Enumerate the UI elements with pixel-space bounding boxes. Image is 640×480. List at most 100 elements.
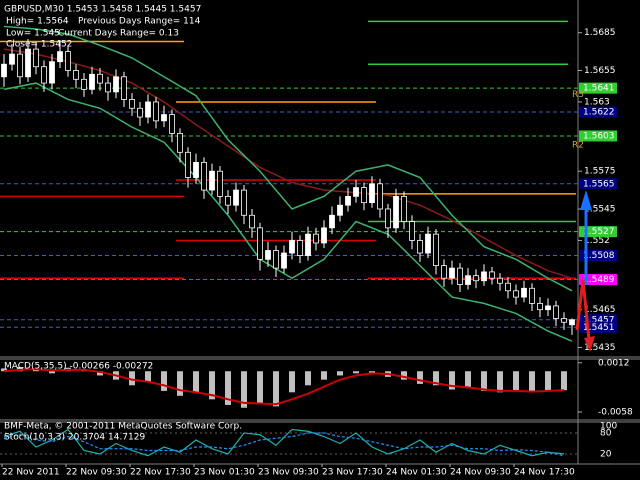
candle-body — [553, 305, 559, 319]
arrow-down — [581, 279, 591, 341]
candle-body — [497, 277, 503, 284]
price-label: 1.5641 — [583, 84, 615, 94]
x-tick-label: 22 Nov 17:30 — [130, 468, 191, 478]
x-tick-label: 23 Nov 17:30 — [322, 468, 383, 478]
macd-bar — [145, 371, 151, 382]
candle-body — [537, 302, 543, 311]
candle-body — [385, 208, 391, 229]
candle-body — [361, 187, 367, 204]
arrow-up-head — [580, 190, 592, 210]
candle-body — [369, 183, 375, 204]
macd-bar — [529, 371, 535, 392]
candle-body — [73, 70, 79, 80]
candle-body — [153, 101, 159, 122]
candle-body — [17, 53, 23, 78]
candle-body — [409, 221, 415, 241]
candle-body — [233, 189, 239, 206]
price-box — [579, 106, 617, 118]
macd-bar — [209, 371, 215, 400]
candle-body — [265, 250, 271, 260]
window-frames — [0, 0, 640, 465]
price-box — [579, 178, 617, 190]
candle-body — [33, 48, 39, 68]
macd-bar — [289, 371, 295, 393]
candle-body — [161, 114, 167, 122]
candle-body — [473, 275, 479, 282]
x-tick-label: 23 Nov 09:30 — [258, 468, 319, 478]
candle-body — [513, 290, 519, 298]
candle-body — [41, 66, 47, 84]
macd-bar — [449, 371, 455, 390]
high: High= 1.5564 — [6, 17, 69, 27]
annotation: R2 — [572, 140, 584, 150]
candle-body — [377, 183, 383, 210]
candle-body — [57, 51, 63, 63]
candle-body — [81, 78, 87, 90]
y-tick-label: 1.5465 — [584, 305, 616, 315]
candle-body — [521, 287, 527, 298]
x-tick-label: 24 Nov 17:30 — [514, 468, 575, 478]
price-label: 1.5457 — [583, 315, 615, 325]
price-label: 1.5489 — [583, 275, 615, 285]
x-tick-label: 24 Nov 01:30 — [386, 468, 447, 478]
indicator-line — [3, 82, 573, 342]
macd-bar — [433, 371, 439, 386]
candle-body — [457, 267, 463, 285]
candle-body — [217, 170, 223, 197]
candle-body — [249, 214, 255, 229]
candle-body — [137, 107, 143, 118]
macd-bar — [241, 371, 247, 408]
price-label: 1.5622 — [583, 108, 615, 118]
macd-bar — [257, 371, 263, 403]
candle-body — [209, 170, 215, 191]
macd-bar — [401, 371, 407, 380]
candle-body — [569, 319, 575, 326]
price-box — [579, 226, 617, 238]
candle-body — [337, 204, 343, 216]
candle-body — [225, 195, 231, 206]
macd-bar — [193, 371, 199, 393]
price-box — [579, 273, 617, 285]
x-tick-label: 22 Nov 09:30 — [66, 468, 127, 478]
candle-body — [425, 233, 431, 254]
candle-body — [441, 265, 447, 279]
candle-body — [505, 282, 511, 292]
candle-body — [89, 73, 95, 90]
candle-body — [65, 51, 71, 71]
candle-body — [401, 195, 407, 222]
candle-body — [433, 233, 439, 267]
candle-body — [345, 195, 351, 206]
macd-bar — [305, 371, 311, 386]
macd-bar — [497, 371, 503, 393]
macd-bar — [513, 371, 519, 391]
macd-bar — [561, 371, 567, 391]
candle-body — [25, 48, 31, 78]
indicator-title: MACD(5,35,5) -0.00266 -0.00272 — [4, 362, 153, 372]
candle-body — [105, 82, 111, 93]
candle-body — [177, 133, 183, 153]
arrow-down-head — [584, 336, 595, 352]
macd-bar — [225, 371, 231, 405]
candle-body — [465, 275, 471, 285]
macd-bar — [273, 371, 279, 407]
candle-body — [449, 267, 455, 279]
candle-body — [201, 161, 207, 191]
macd-bar — [129, 371, 135, 386]
macd-bar — [465, 371, 471, 389]
x-tick-label: 22 Nov 2011 — [2, 468, 60, 478]
price-box — [579, 250, 617, 262]
y-tick-label: 1.5435 — [584, 343, 616, 353]
candle-body — [305, 233, 311, 256]
candle-body — [281, 252, 287, 269]
y-tick-label: 100 — [600, 422, 617, 432]
candle-body — [257, 227, 263, 260]
candle-body — [185, 151, 191, 178]
y-tick-label: 1.563 — [584, 97, 610, 107]
candle-body — [121, 76, 127, 100]
candle-body — [273, 250, 279, 269]
macd-bar — [97, 371, 103, 376]
copyright: BMF-Meta, © 2001-2011 MetaQuotes Softwar… — [4, 422, 242, 432]
y-tick-label: 1.5685 — [584, 28, 616, 38]
candle-body — [9, 53, 15, 65]
